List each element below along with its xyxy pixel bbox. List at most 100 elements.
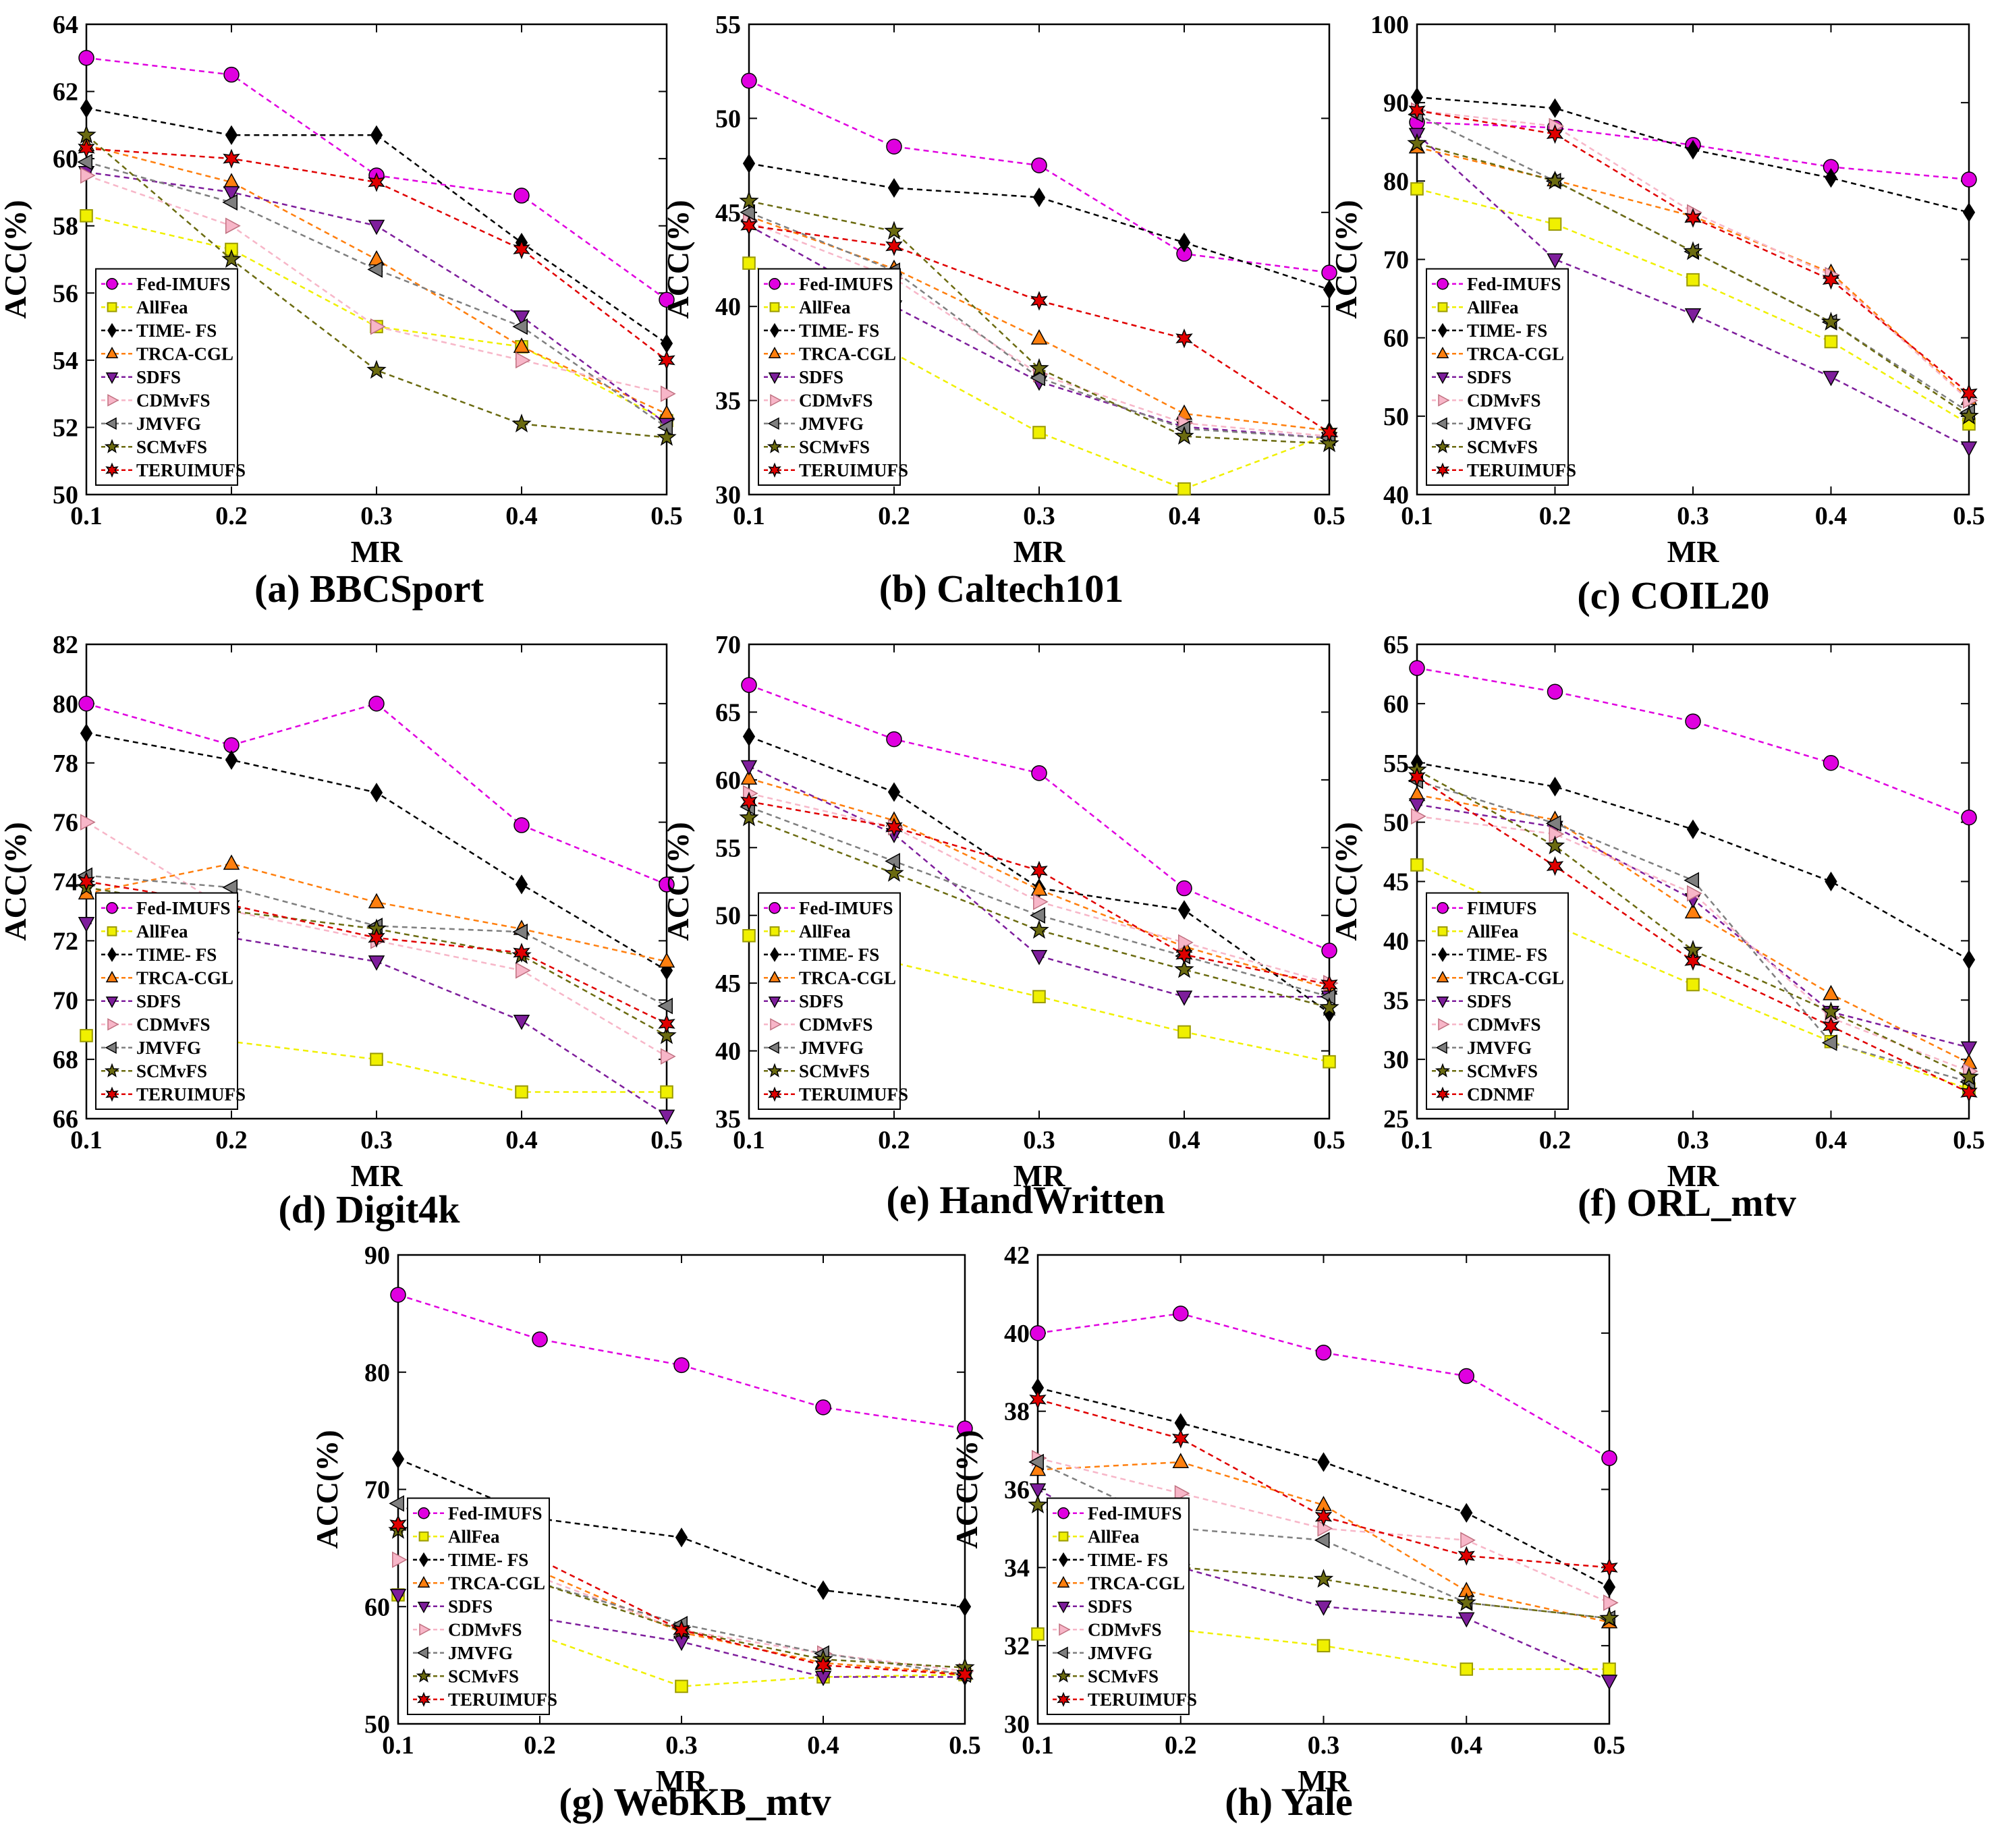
data-point	[1029, 1483, 1047, 1499]
y-tick-label: 64	[53, 11, 78, 39]
data-point	[77, 153, 92, 171]
legend-label: JMVFG	[448, 1643, 513, 1663]
data-point	[1030, 291, 1048, 311]
data-point	[1032, 990, 1046, 1004]
data-point	[1545, 170, 1565, 190]
x-tick-label: 0.1	[70, 502, 103, 530]
legend-marker	[768, 1086, 781, 1102]
data-point	[1031, 1627, 1045, 1641]
legend-label: FIMUFS	[1467, 898, 1537, 918]
legend-marker	[418, 1507, 430, 1519]
data-point	[1315, 1600, 1332, 1616]
data-point	[1029, 358, 1049, 377]
data-point	[1030, 860, 1048, 881]
data-point	[1822, 270, 1840, 290]
data-point	[1029, 920, 1049, 939]
data-point	[370, 1053, 383, 1066]
data-point	[1174, 426, 1194, 445]
data-point	[223, 186, 240, 202]
data-point	[1962, 949, 1976, 970]
legend: FIMUFS AllFea TIME- FS TRCA-CGL SDFS CDMvFS JM…	[1426, 892, 1569, 1110]
series-fed-imufs	[78, 696, 675, 893]
legend-marker	[105, 997, 119, 1009]
legend-marker	[1058, 1531, 1069, 1542]
legend-box	[407, 1497, 550, 1715]
y-tick-label: 60	[53, 145, 78, 173]
data-point	[675, 1679, 688, 1693]
legend-marker	[1437, 302, 1448, 312]
series-line	[1416, 109, 1970, 395]
data-point	[1319, 433, 1339, 453]
data-point	[80, 723, 93, 744]
x-tick-label: 0.4	[1815, 502, 1848, 530]
x-tick-label: 0.2	[1539, 502, 1572, 530]
legend-marker	[106, 902, 118, 914]
data-point	[1410, 182, 1424, 196]
y-tick-label: 80	[53, 690, 78, 719]
legend-marker	[770, 323, 779, 338]
data-point	[1320, 988, 1335, 1005]
data-point	[1685, 713, 1701, 729]
legend-marker	[770, 393, 782, 407]
y-tick-label: 35	[715, 1105, 741, 1133]
y-tick-label: 30	[1383, 1046, 1409, 1074]
y-tick-label: 55	[1383, 750, 1409, 778]
y-axis-label: ACC(%)	[661, 200, 695, 318]
y-tick-label: 55	[715, 11, 741, 39]
y-tick-label: 40	[715, 1038, 741, 1066]
data-point	[1177, 1025, 1191, 1039]
data-point	[675, 1528, 688, 1548]
data-point	[1408, 798, 1426, 814]
data-point	[513, 943, 530, 963]
data-point	[511, 414, 532, 432]
data-point	[368, 928, 385, 948]
data-point	[1960, 1041, 1978, 1057]
x-tick-label: 0.5	[1313, 502, 1345, 530]
y-tick-label: 25	[1383, 1105, 1409, 1133]
legend-label: TERUIMUFS	[136, 1084, 246, 1104]
y-tick-label: 45	[1383, 868, 1409, 897]
series-line	[397, 1293, 966, 1430]
y-axis-label: ACC(%)	[0, 200, 32, 318]
series-line	[1416, 769, 1970, 1078]
panel-caption: (g) WebKB_mtv	[559, 1780, 831, 1824]
legend-marker	[105, 346, 119, 358]
data-point	[1174, 959, 1194, 978]
data-point	[1174, 1485, 1190, 1502]
data-point	[1549, 825, 1565, 843]
data-point	[1460, 1503, 1473, 1523]
data-point	[513, 817, 530, 833]
data-point	[887, 782, 901, 802]
x-tick-label: 0.1	[1022, 1731, 1054, 1760]
data-point	[1028, 1453, 1044, 1471]
data-point	[1175, 328, 1193, 349]
data-point	[1460, 1662, 1474, 1676]
legend-label: CDNMF	[1467, 1084, 1534, 1104]
legend-marker	[106, 278, 118, 290]
data-point	[1172, 1428, 1190, 1449]
y-tick-label: 65	[715, 698, 741, 727]
data-point	[516, 962, 531, 979]
data-point	[1821, 1034, 1837, 1051]
data-point	[78, 871, 95, 892]
data-point	[958, 1596, 972, 1617]
y-tick-label: 72	[53, 927, 78, 955]
x-axis-label: MR	[351, 1158, 403, 1193]
data-point	[1545, 815, 1561, 832]
legend-label: TRCA-CGL	[1088, 1573, 1185, 1593]
legend-label: TRCA-CGL	[799, 343, 896, 364]
legend-marker	[768, 970, 781, 982]
data-point	[512, 318, 528, 335]
data-point	[513, 188, 530, 204]
data-point	[1601, 1557, 1618, 1577]
data-point	[1546, 124, 1564, 144]
data-point	[1686, 978, 1700, 992]
data-point	[368, 955, 385, 971]
y-tick-label: 45	[715, 199, 741, 227]
data-point	[366, 360, 387, 379]
legend-label: TIME- FS	[1467, 320, 1547, 341]
legend-label: CDMvFS	[448, 1619, 522, 1640]
legend-box	[1047, 1497, 1190, 1715]
